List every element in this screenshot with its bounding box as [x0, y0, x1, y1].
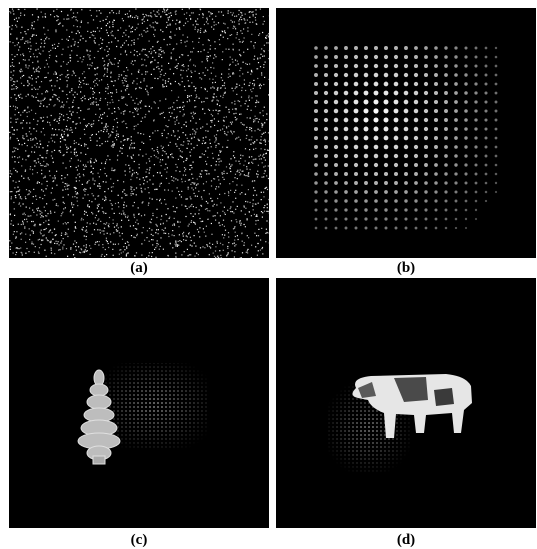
- tree-scene: [77, 363, 209, 465]
- dot-grid: [313, 45, 498, 230]
- caption-c: (c): [130, 532, 148, 548]
- caption-a: (a): [130, 260, 148, 276]
- caption-d: (d): [396, 532, 416, 548]
- panel-b-grid-image: [276, 8, 536, 258]
- cow-shape: [352, 374, 472, 438]
- caption-b: (b): [396, 260, 416, 276]
- panel-d-cow-image: [276, 278, 536, 528]
- panel-a-noise-image: [9, 8, 269, 258]
- textured-patch: [99, 363, 209, 448]
- panel-c-tree-image: [9, 278, 269, 528]
- tree-shape: [77, 369, 121, 465]
- noise-pattern: [9, 8, 269, 258]
- cow-scene: [326, 374, 472, 473]
